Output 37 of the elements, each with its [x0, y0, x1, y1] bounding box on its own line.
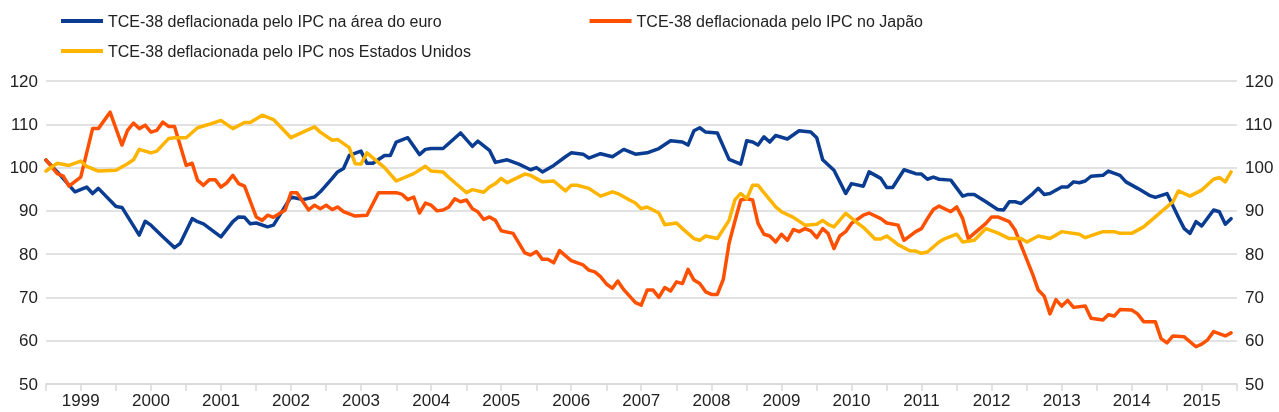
x-tick-label: 2010 [832, 391, 871, 410]
x-tick-label: 2008 [692, 391, 731, 410]
x-tick-label: 2003 [342, 391, 380, 410]
x-tick-label: 2009 [762, 391, 801, 410]
y-tick-label: 120 [9, 71, 38, 91]
y2-tick-label: 110 [1245, 114, 1273, 134]
x-tick-label: 2011 [903, 391, 940, 410]
x-tick-label: 2007 [622, 391, 661, 410]
legend-label: TCE-38 deflacionada pelo IPC no Japão [636, 12, 924, 30]
x-tick-label: 2013 [1042, 391, 1081, 410]
x-tick-label: 2001 [202, 391, 240, 410]
x-tick-label: 2002 [272, 391, 310, 410]
y-tick-label: 90 [19, 201, 38, 221]
x-tick-label: 2000 [132, 391, 170, 410]
x-tick-label: 1999 [61, 391, 100, 410]
x-tick-label: 2004 [412, 391, 451, 410]
y-tick-label: 110 [10, 114, 38, 134]
y2-tick-label: 100 [1245, 158, 1274, 178]
y2-tick-label: 90 [1245, 201, 1264, 221]
x-tick-label: 2014 [1112, 391, 1151, 410]
x-tick-label: 2012 [972, 391, 1011, 410]
x-tick-label: 2015 [1182, 391, 1221, 410]
legend-label: TCE-38 deflacionada pelo IPC nos Estados Unidos [108, 42, 471, 60]
y-tick-label: 60 [19, 331, 38, 351]
y2-tick-label: 60 [1245, 331, 1264, 351]
y2-tick-label: 50 [1245, 374, 1264, 394]
y-tick-label: 100 [9, 158, 38, 178]
legend-label: TCE-38 deflacionada pelo IPC na área do euro [108, 12, 442, 30]
x-tick-label: 2005 [482, 391, 521, 410]
y2-tick-label: 80 [1245, 244, 1264, 264]
y-tick-label: 70 [19, 287, 38, 307]
y2-tick-label: 120 [1245, 71, 1274, 91]
y-tick-label: 80 [19, 244, 38, 264]
x-tick-label: 2006 [552, 391, 591, 410]
line-series [44, 110, 1233, 349]
y-tick-label: 50 [19, 374, 38, 394]
y2-tick-label: 70 [1245, 287, 1264, 307]
